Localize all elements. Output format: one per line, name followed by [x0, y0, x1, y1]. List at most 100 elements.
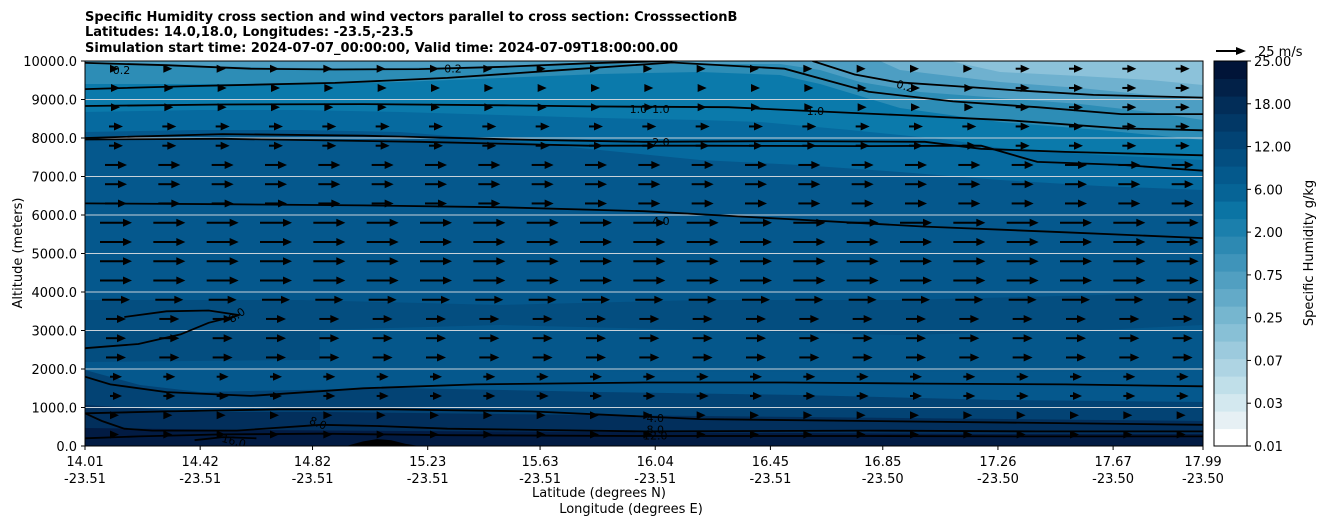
wind-arrow [1060, 218, 1092, 227]
wind-arrow [375, 122, 390, 131]
wind-arrow-head [438, 160, 447, 169]
wind-arrow [536, 391, 549, 400]
wind-arrow-head [1029, 276, 1039, 285]
wind-arrow [266, 353, 286, 362]
colorbar-tick-label: 0.07 [1254, 354, 1283, 369]
wind-arrow [1171, 160, 1194, 169]
wind-arrow-head [803, 411, 813, 420]
wind-arrow-head [923, 218, 932, 227]
wind-arrow [1123, 372, 1136, 381]
wind-arrow-head [438, 180, 447, 189]
wind-arrow [846, 257, 879, 266]
wind-arrow-head [491, 199, 501, 208]
wind-arrow-head [976, 257, 986, 266]
y-tick-label: 4000.0 [32, 286, 78, 301]
wind-arrow [856, 372, 869, 381]
wind-arrow [110, 372, 122, 381]
wind-arrow [1015, 122, 1030, 131]
wind-arrow [633, 257, 666, 266]
wind-arrow [377, 83, 387, 92]
wind-arrow [745, 199, 767, 208]
wind-arrow-head [1077, 314, 1086, 323]
wind-arrow [959, 334, 980, 343]
wind-arrow-head [387, 295, 397, 304]
wind-arrow-head [171, 160, 181, 169]
wind-arrow-head [917, 334, 926, 343]
wind-arrow-head [1183, 353, 1193, 362]
wind-arrow [911, 103, 920, 112]
wind-arrow-head [496, 276, 506, 285]
wind-arrow-head [283, 218, 292, 227]
wind-arrow [1070, 411, 1079, 420]
colorbar-segment [1214, 358, 1247, 377]
wind-arrow-head [864, 199, 874, 208]
wind-arrow [1118, 199, 1141, 208]
wind-arrow-head [911, 83, 920, 92]
wind-arrow-head [703, 334, 713, 343]
wind-arrow-head [336, 276, 346, 285]
wind-arrow [586, 314, 606, 323]
wind-arrow-head [974, 295, 984, 304]
wind-arrow [211, 180, 234, 189]
wind-arrow [206, 276, 239, 285]
wind-arrow [376, 372, 389, 381]
wind-arrow [318, 180, 341, 189]
wind-arrow [696, 64, 706, 73]
wind-arrow [692, 353, 713, 362]
wind-arrow [106, 334, 126, 343]
wind-arrow-head [763, 257, 772, 266]
wind-arrow-head [330, 334, 340, 343]
contour-line [85, 408, 1203, 426]
wind-arrow-head [709, 237, 719, 246]
wind-arrow-head [913, 372, 922, 381]
contour-label: 4.0 [652, 215, 670, 228]
wind-arrow-head [330, 314, 340, 323]
wind-arrow [746, 314, 766, 323]
wind-arrow-head [643, 64, 653, 73]
wind-arrow-head [864, 160, 874, 169]
x-tick-label-lon: -23.51 [749, 472, 791, 487]
wind-arrow-head [966, 391, 976, 400]
contour-line [85, 412, 1203, 433]
wind-arrow-head [539, 391, 549, 400]
wind-arrow-head [1126, 372, 1136, 381]
wind-arrow-head [963, 411, 973, 420]
wind-arrow [643, 64, 653, 73]
wind-arrow-head [1019, 391, 1029, 400]
wind-arrow [695, 122, 710, 131]
wind-arrow [215, 141, 230, 150]
wind-arrow [909, 122, 923, 131]
wind-arrow-head [389, 276, 399, 285]
wind-arrow-head [443, 218, 452, 227]
wind-arrow [315, 295, 344, 304]
wind-arrow-head [434, 141, 443, 150]
wind-arrow [688, 295, 717, 304]
wind-arrow [964, 103, 974, 112]
wind-arrow [852, 353, 873, 362]
wind-arrow [1069, 103, 1083, 112]
wind-arrow-head [1016, 411, 1026, 420]
wind-arrow-head [811, 199, 821, 208]
contour-label: 0.2 [895, 78, 916, 96]
wind-arrow-head [704, 199, 714, 208]
wind-arrow-head [1136, 237, 1146, 246]
wind-arrow-head [1126, 391, 1136, 400]
wind-arrow [910, 372, 922, 381]
wind-arrow [1006, 257, 1039, 266]
wind-arrow-head [867, 295, 877, 304]
wind-arrow-head [490, 314, 500, 323]
wind-arrow [420, 276, 452, 285]
colorbar-tick-label: 6.00 [1254, 183, 1283, 198]
wind-arrow-head [1023, 314, 1033, 323]
contour-label: 8.0 [307, 414, 328, 433]
wind-arrow-head [810, 334, 820, 343]
colorbar-tick-label: 2.00 [1254, 226, 1283, 241]
wind-arrow-head [696, 64, 706, 73]
wind-arrow-head [336, 218, 346, 227]
wind-arrow-head [114, 141, 123, 150]
wind-arrow [906, 334, 926, 343]
x-tick-label-lat: 15.23 [409, 455, 446, 470]
wind-arrow-head [540, 141, 550, 150]
wind-arrow [153, 218, 186, 227]
wind-arrow [475, 295, 504, 304]
